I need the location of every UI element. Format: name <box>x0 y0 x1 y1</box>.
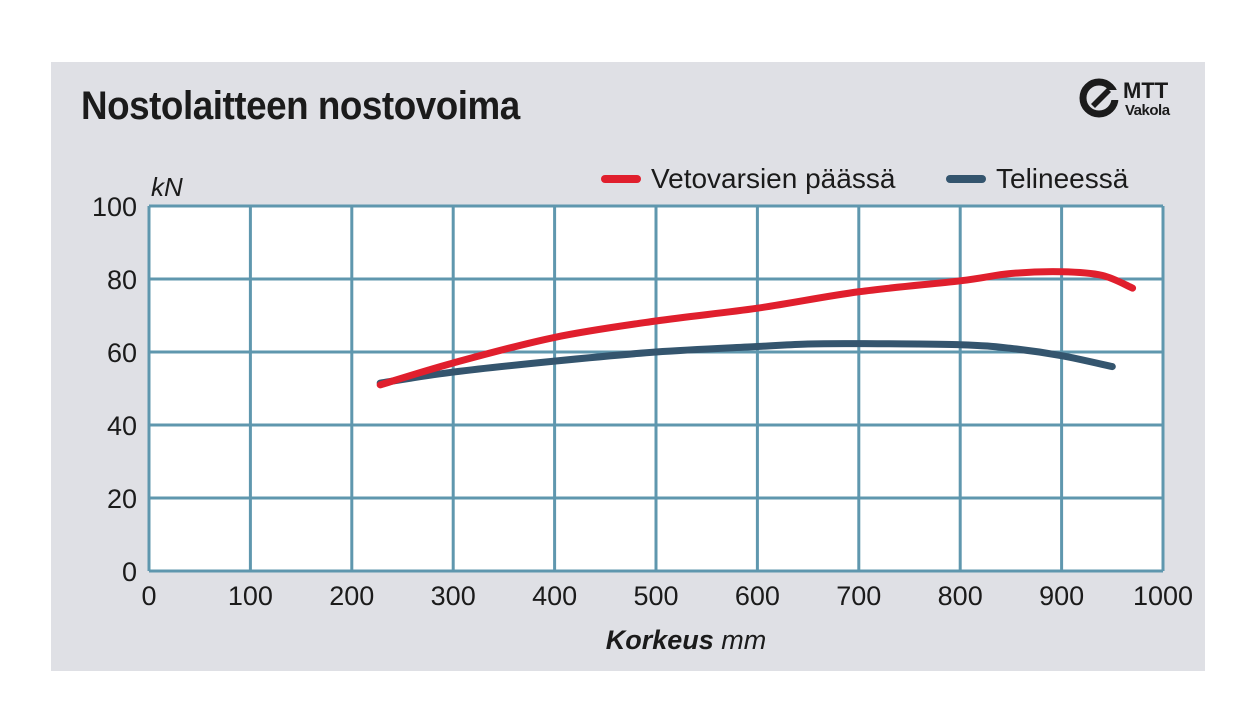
y-tick-label: 80 <box>107 265 137 295</box>
series-line-vetovarsien-p-ss- <box>376 268 1137 389</box>
mtt-vakola-logo: MTT Vakola <box>1077 76 1197 126</box>
x-axis-label-unit: mm <box>721 625 766 655</box>
chart-title: Nostolaitteen nostovoima <box>81 84 520 128</box>
chart-panel: Nostolaitteen nostovoima MTT Vakola Veto… <box>51 62 1205 671</box>
logo-text-mtt: MTT <box>1123 78 1169 103</box>
y-tick-label: 60 <box>107 338 137 368</box>
legend-label-vetovarsien: Vetovarsien päässä <box>651 163 896 194</box>
x-tick-label: 100 <box>228 581 273 611</box>
x-tick-label: 200 <box>329 581 374 611</box>
legend-swatch-blue <box>946 175 986 183</box>
x-tick-label: 0 <box>141 581 156 611</box>
y-tick-label: 20 <box>107 484 137 514</box>
x-tick-label: 400 <box>532 581 577 611</box>
series-line-telineess- <box>376 340 1116 387</box>
logo-text-vakola: Vakola <box>1125 102 1170 119</box>
y-axis-label: kN <box>151 172 183 202</box>
x-axis-label: Korkeus mm <box>606 625 767 655</box>
legend-swatch-red <box>601 175 641 183</box>
x-axis-label-bold: Korkeus <box>606 625 722 655</box>
x-tick-label: 800 <box>938 581 983 611</box>
legend-label-telineessa: Telineessä <box>996 163 1129 194</box>
x-tick-label: 300 <box>431 581 476 611</box>
y-tick-label: 40 <box>107 411 137 441</box>
legend-item-telineessa: Telineessä <box>946 162 1128 196</box>
x-tick-label: 900 <box>1039 581 1084 611</box>
x-tick-label: 500 <box>633 581 678 611</box>
x-tick-label: 700 <box>836 581 881 611</box>
legend-item-vetovarsien: Vetovarsien päässä <box>601 162 895 196</box>
y-tick-label: 0 <box>122 557 137 587</box>
x-tick-label: 600 <box>735 581 780 611</box>
logo-mark-icon <box>1079 78 1119 118</box>
x-tick-label: 1000 <box>1133 581 1193 611</box>
y-tick-label: 100 <box>92 192 137 222</box>
